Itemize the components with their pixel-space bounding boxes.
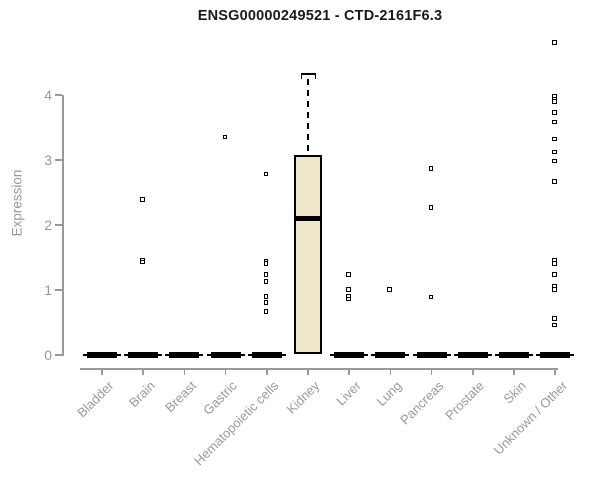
- outlier-point: [552, 179, 557, 184]
- upper-whisker-cap: [301, 72, 316, 79]
- x-tick-mark: [142, 368, 144, 375]
- outlier-point: [346, 272, 351, 277]
- flat-boxplot-bar: [457, 352, 488, 358]
- flat-boxplot-bar: [251, 352, 282, 358]
- outlier-point: [263, 300, 269, 305]
- x-tick-mark: [513, 368, 515, 375]
- outlier-point: [263, 279, 269, 284]
- flat-boxplot-bar: [375, 352, 406, 358]
- flat-boxplot-bar: [87, 352, 117, 358]
- y-tick-mark: [55, 289, 62, 291]
- outlier-point: [428, 166, 434, 171]
- outlier-point: [387, 287, 392, 292]
- y-tick-label: 2: [44, 217, 52, 233]
- outlier-point: [263, 294, 269, 299]
- boxplot-box: [294, 154, 322, 354]
- outlier-point: [552, 158, 557, 164]
- outlier-point: [552, 136, 557, 142]
- x-tick-mark: [183, 368, 186, 375]
- x-tick-label: Brain: [125, 378, 158, 411]
- x-tick-mark: [348, 368, 350, 375]
- upper-whisker: [307, 78, 309, 154]
- outlier-point: [552, 287, 557, 292]
- outlier-point: [552, 322, 557, 328]
- x-tick-label: Bladder: [74, 378, 117, 421]
- outlier-point: [263, 261, 269, 266]
- x-tick-label: Pancreas: [396, 378, 447, 428]
- outlier-point: [552, 40, 557, 45]
- flat-boxplot-bar: [210, 352, 241, 358]
- y-axis-line: [62, 95, 64, 356]
- x-tick-label: Prostate: [442, 378, 488, 423]
- flat-boxplot-bar: [499, 352, 529, 358]
- outlier-point: [552, 119, 557, 125]
- y-tick-label: 4: [44, 87, 52, 103]
- y-tick-mark: [55, 354, 62, 356]
- y-tick-label: 3: [44, 152, 52, 168]
- outlier-point: [263, 171, 269, 177]
- x-tick-label: Lung: [373, 378, 405, 410]
- x-tick-mark: [389, 368, 392, 375]
- y-tick-mark: [55, 159, 62, 161]
- outlier-point: [140, 259, 145, 265]
- x-tick-mark: [101, 368, 103, 375]
- flat-boxplot-bar: [416, 352, 447, 358]
- outlier-point: [428, 205, 434, 210]
- x-tick-mark: [430, 368, 433, 375]
- outlier-point: [552, 261, 557, 266]
- y-tick-mark: [55, 224, 62, 226]
- x-tick-mark: [554, 368, 556, 375]
- flat-boxplot-bar: [169, 352, 200, 358]
- outlier-point: [552, 99, 557, 104]
- outlier-point: [140, 197, 145, 202]
- y-tick-mark: [55, 94, 62, 96]
- median-line: [294, 216, 322, 221]
- y-tick-label: 0: [44, 347, 52, 363]
- outlier-point: [263, 272, 269, 277]
- chart-title: ENSG00000249521 - CTD-2161F6.3: [197, 8, 443, 24]
- outlier-point: [552, 149, 557, 155]
- flat-boxplot-bar: [334, 352, 365, 358]
- x-tick-mark: [472, 368, 474, 375]
- x-tick-label: Liver: [333, 378, 364, 409]
- outlier-point: [428, 294, 434, 300]
- x-tick-mark: [307, 368, 309, 375]
- outlier-point: [552, 316, 557, 321]
- x-tick-label: Breast: [161, 378, 199, 416]
- x-axis-line: [80, 368, 558, 370]
- flat-boxplot-bar: [540, 352, 571, 358]
- x-tick-label: Skin: [500, 378, 529, 407]
- outlier-point: [346, 296, 351, 302]
- x-tick-label: Unknown / Other: [490, 378, 570, 458]
- x-tick-label: Kidney: [283, 378, 323, 417]
- outlier-point: [552, 272, 557, 277]
- outlier-point: [552, 110, 557, 115]
- outlier-point: [346, 287, 351, 292]
- x-tick-mark: [224, 368, 227, 375]
- outlier-point: [222, 134, 228, 140]
- x-tick-label: Gastric: [200, 378, 241, 418]
- outlier-point: [263, 309, 269, 314]
- flat-boxplot-bar: [128, 352, 159, 358]
- x-tick-mark: [266, 368, 268, 375]
- y-tick-label: 1: [44, 282, 52, 298]
